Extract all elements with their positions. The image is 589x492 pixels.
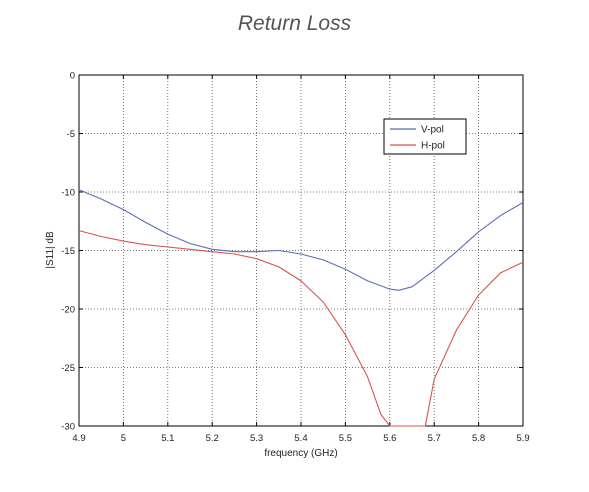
y-tick-label: -25 xyxy=(61,363,75,374)
series-line-v-pol xyxy=(78,189,524,291)
series-line-h-pol xyxy=(78,230,524,427)
legend-label-v-pol: V-pol xyxy=(421,125,444,136)
x-tick-label: 5.8 xyxy=(472,433,485,444)
x-tick-label: 5.1 xyxy=(161,433,174,444)
y-tick-label: 0 xyxy=(70,71,75,82)
y-tick-label: -5 xyxy=(67,129,75,140)
x-tick-label: 5.3 xyxy=(250,433,263,444)
x-tick-label: 5 xyxy=(121,433,126,444)
legend-box xyxy=(383,118,467,155)
x-tick-label: 5.6 xyxy=(383,433,396,444)
x-tick-label: 5.2 xyxy=(206,433,219,444)
series-lines xyxy=(78,189,524,427)
chart-title: Return Loss xyxy=(237,12,352,35)
legend-label-h-pol: H-pol xyxy=(421,141,445,152)
x-tick-label: 5.7 xyxy=(428,433,441,444)
y-tick-label: -15 xyxy=(61,246,75,257)
x-tick-label: 5.9 xyxy=(516,433,529,444)
x-axis-label: frequency (GHz) xyxy=(264,448,337,459)
y-tick-label: -30 xyxy=(61,422,75,433)
legend: V-pol H-pol xyxy=(383,118,467,155)
x-tick-label: 4.9 xyxy=(72,433,85,444)
x-tick-label: 5.4 xyxy=(294,433,307,444)
y-tick-label: -20 xyxy=(61,305,75,316)
x-tick-label: 5.5 xyxy=(339,433,352,444)
y-tick-label: -10 xyxy=(61,188,75,199)
y-axis-label: |S11| dB xyxy=(45,231,56,269)
